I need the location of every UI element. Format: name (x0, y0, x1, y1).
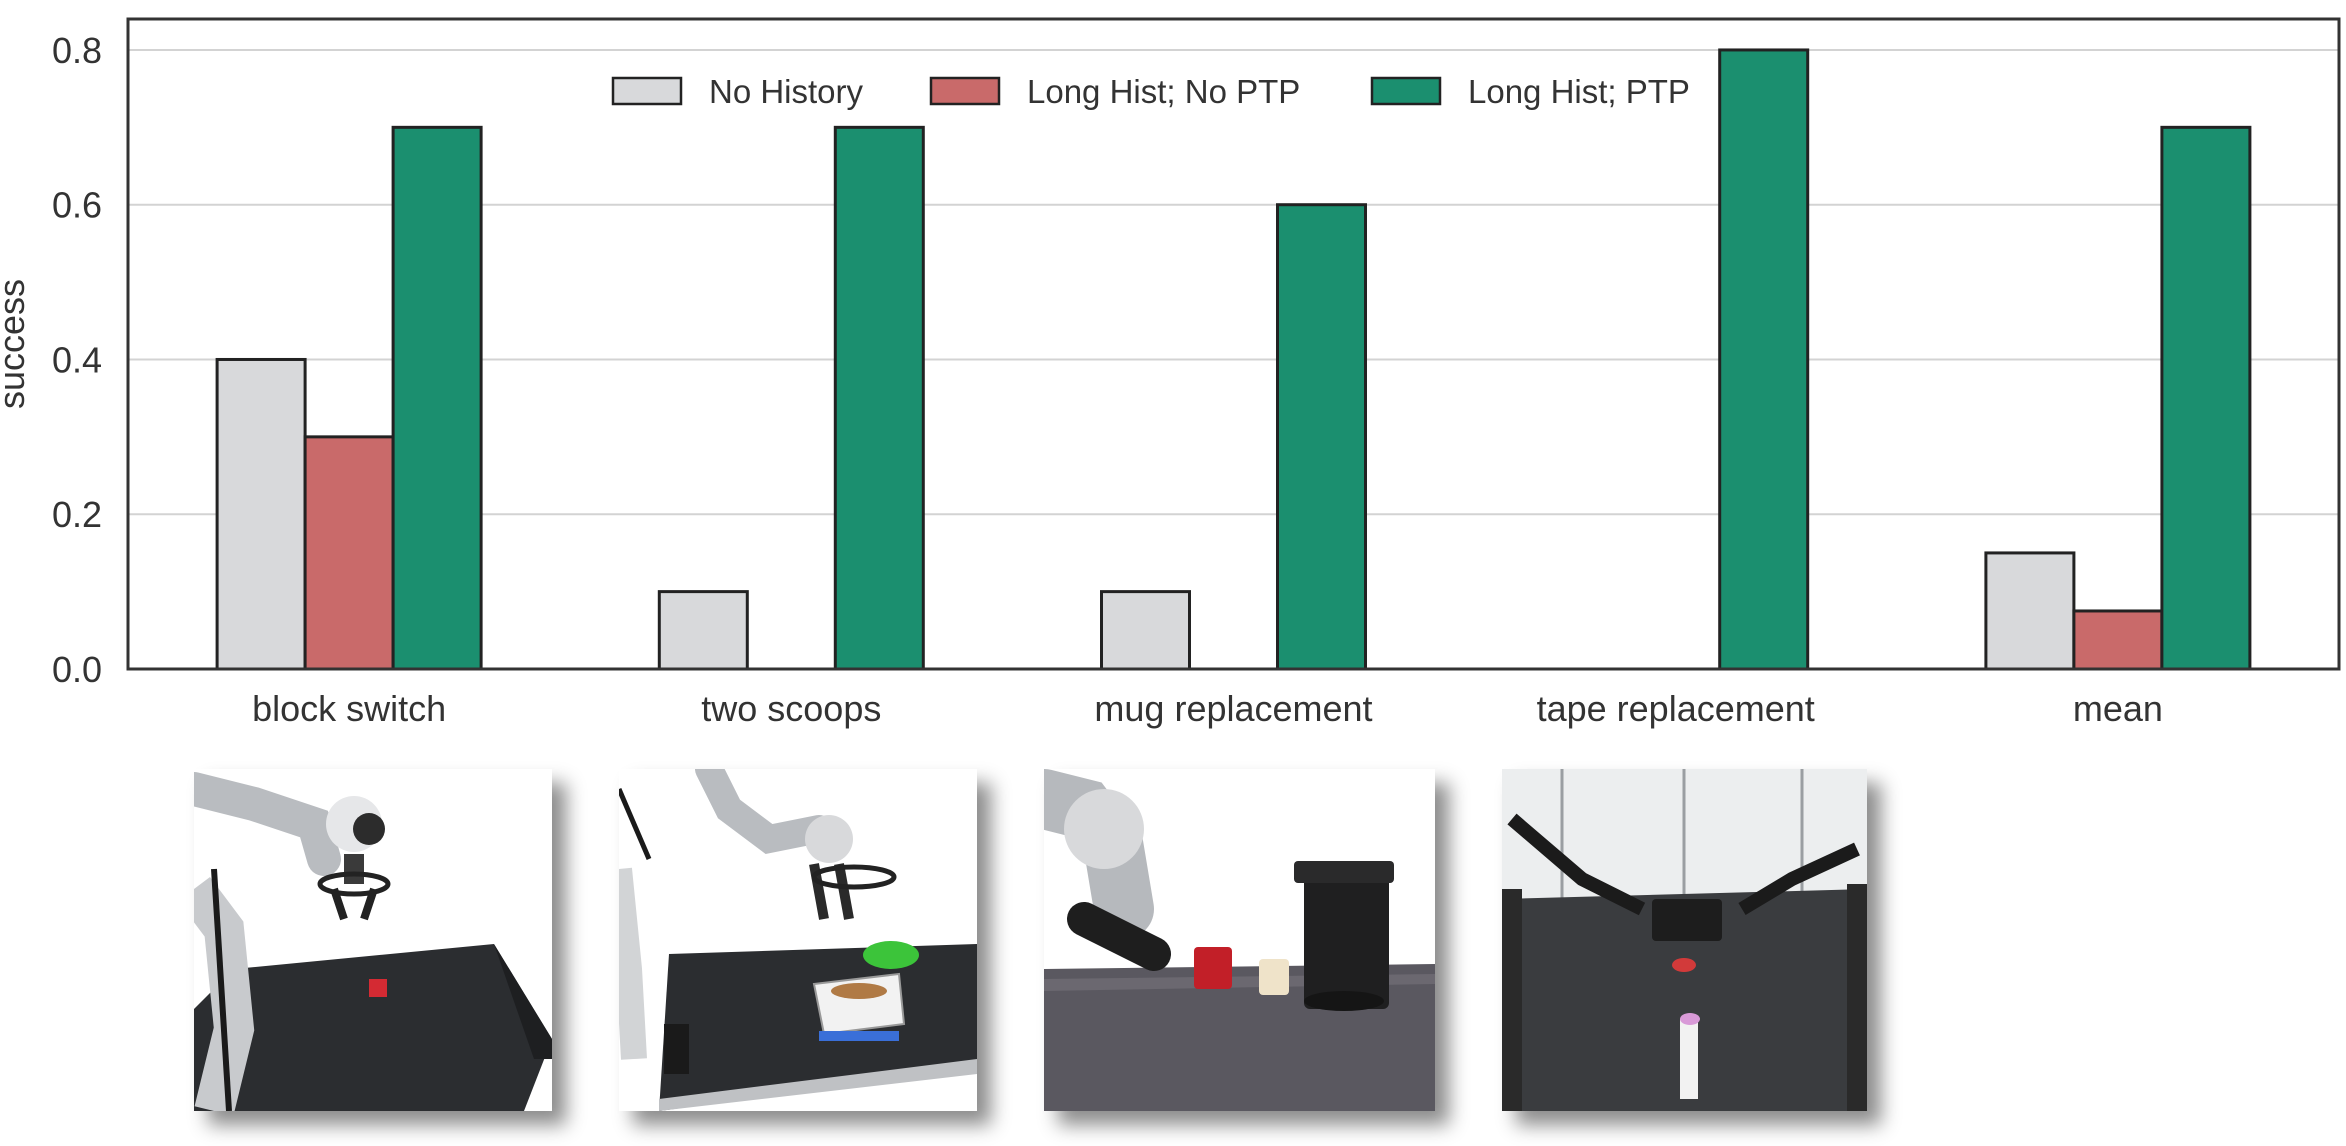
bar-long-hist-ptp-mean (2160, 125, 2252, 671)
bars (215, 48, 2252, 671)
x-tick-label: mug replacement (1094, 688, 1372, 729)
bar-long-hist-no-ptp-mean (2072, 609, 2164, 671)
x-tick-labels: block switch two scoops mug replacement tap… (252, 688, 2163, 729)
bar-long-hist-no-ptp-block-switch (303, 435, 395, 671)
bar-no-history-mean (1984, 551, 2076, 671)
bar-no-history-two-scoops (657, 590, 749, 671)
mug-replacement-photo (1044, 769, 1435, 1111)
legend-swatch (611, 76, 683, 106)
y-tick-label: 0.0 (52, 649, 102, 690)
tape-replacement-photo (1502, 769, 1867, 1111)
bar-long-hist-ptp-block-switch (391, 125, 483, 671)
legend-swatch (1370, 76, 1442, 106)
block-switch-photo (194, 769, 552, 1111)
y-tick-label: 0.8 (52, 30, 102, 71)
x-tick-label: tape replacement (1537, 688, 1815, 729)
legend: No History Long Hist; No PTP Long Hist; PT… (611, 73, 1690, 110)
y-tick-label: 0.2 (52, 494, 102, 535)
legend-label: No History (709, 73, 864, 110)
y-tick-label: 0.4 (52, 339, 102, 380)
x-tick-label: mean (2073, 688, 2163, 729)
plot-frame (126, 17, 2341, 671)
y-axis-label: success (0, 279, 32, 409)
grid-lines (128, 48, 2339, 516)
legend-label: Long Hist; No PTP (1027, 73, 1300, 110)
x-tick-label: block switch (252, 688, 446, 729)
legend-label: Long Hist; PTP (1468, 73, 1690, 110)
bar-chart: 0.0 0.2 0.4 0.6 0.8 block switch two scoops mu… (0, 17, 2341, 729)
x-tick-label: two scoops (701, 688, 881, 729)
bar-no-history-mug-replacement (1100, 590, 1191, 671)
y-tick-labels: 0.0 0.2 0.4 0.6 0.8 (52, 30, 102, 690)
legend-swatch (929, 76, 1001, 106)
y-tick-label: 0.6 (52, 185, 102, 226)
bar-long-hist-ptp-two-scoops (833, 125, 925, 671)
two-scoops-photo (619, 769, 977, 1111)
bar-no-history-block-switch (215, 357, 307, 671)
bar-long-hist-ptp-mug-replacement (1276, 203, 1367, 671)
bar-long-hist-ptp-tape-replacement (1718, 48, 1810, 671)
